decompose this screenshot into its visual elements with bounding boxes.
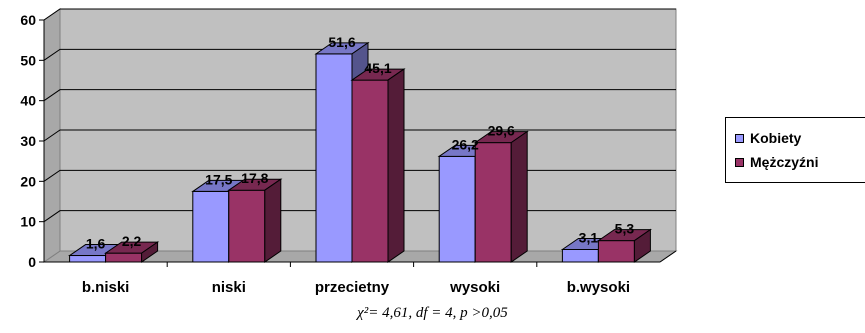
bar-wysoki-Mężczyźni [473, 130, 529, 263]
legend-item-mezczyzni: Mężczyźni [735, 153, 818, 171]
data-label: 1,6 [86, 236, 106, 252]
data-labels: 1,6 2,2 17,5 17,8 51,6 45,1 26,2 29,6 3,1 5,3 [86, 34, 634, 252]
x-tick-label: b.niski [82, 279, 130, 296]
data-label: 29,6 [488, 123, 515, 139]
legend-label-kobiety: Kobiety [750, 130, 802, 146]
legend-item-kobiety: Kobiety [735, 129, 801, 147]
x-tick-label: wysoki [449, 279, 500, 296]
data-label: 5,3 [615, 221, 635, 237]
data-label: 51,6 [328, 34, 355, 50]
legend-swatch-kobiety [735, 133, 744, 143]
data-label: 17,8 [241, 170, 268, 186]
gridline [43, 48, 676, 61]
gridline [43, 8, 676, 21]
x-tick-labels: b.niski niski przecietny wysoki b.wysoki [82, 279, 630, 296]
y-tick-label: 40 [20, 93, 36, 109]
bar-b.wysoki-Mężczyźni [596, 228, 653, 263]
data-label: 17,5 [205, 171, 232, 187]
y-tick-label: 0 [28, 254, 36, 270]
bars [67, 41, 653, 263]
y-tick-label: 10 [20, 214, 36, 230]
legend: Kobiety Mężczyźni [725, 117, 865, 183]
data-label: 26,2 [452, 136, 479, 152]
y-tick-label: 20 [20, 173, 36, 189]
chart-note: χ²= 4,61, df = 4, p >0,05 [357, 305, 508, 321]
legend-label-mezczyzni: Mężczyźni [750, 154, 819, 170]
gridline [43, 89, 676, 102]
y-tick-label: 60 [20, 12, 36, 28]
bar-niski-Mężczyźni [227, 178, 283, 263]
data-label: 45,1 [364, 60, 391, 76]
x-tick-label: b.wysoki [567, 279, 630, 296]
bar-chart: 1,6 2,2 17,5 17,8 51,6 45,1 26,2 29,6 3,1 5,3 0 10… [20, 8, 678, 296]
y-tick-labels: 0 10 20 30 40 50 60 [20, 12, 36, 270]
y-tick-label: 50 [20, 52, 36, 68]
data-label: 2,2 [122, 233, 142, 249]
x-tick-label: przecietny [315, 279, 390, 296]
bar-b.niski-Mężczyźni [103, 241, 160, 263]
y-tick-label: 30 [20, 133, 36, 149]
legend-swatch-mezczyzni [735, 157, 744, 167]
x-tick-label: niski [212, 279, 246, 296]
gridline [43, 129, 676, 142]
bar-przecietny-Mężczyźni [350, 68, 406, 263]
data-label: 3,1 [579, 229, 599, 245]
